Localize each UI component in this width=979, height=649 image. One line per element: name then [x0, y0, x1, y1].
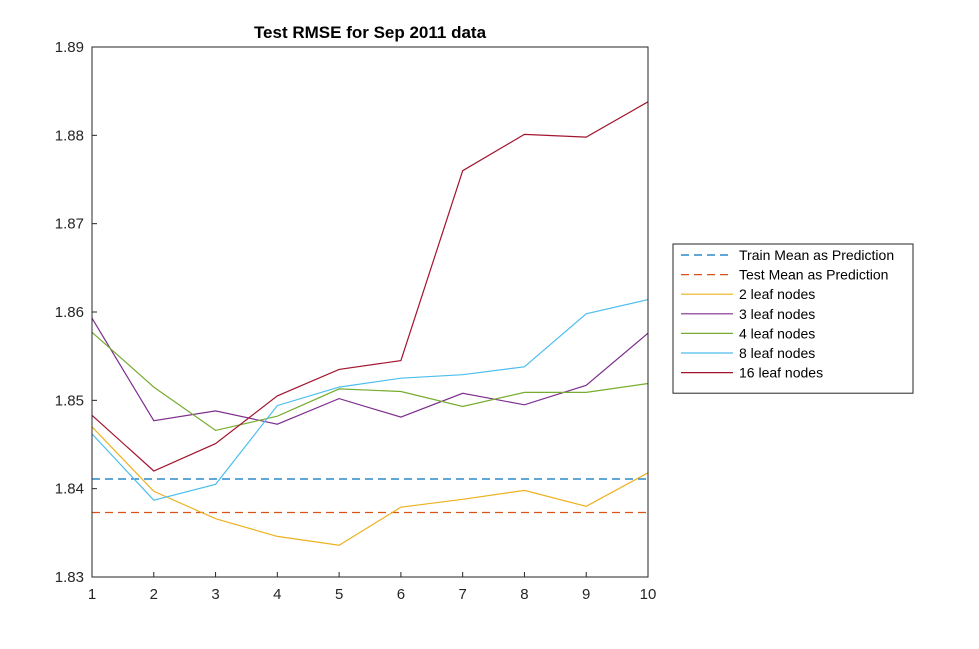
- x-tick-label: 7: [458, 586, 466, 603]
- y-tick-label: 1.84: [55, 481, 84, 498]
- x-tick-label: 9: [582, 586, 590, 603]
- x-tick-label: 2: [150, 586, 158, 603]
- legend-label-6: 16 leaf nodes: [739, 365, 823, 381]
- legend-label-3: 3 leaf nodes: [739, 306, 815, 322]
- x-tick-label: 3: [211, 586, 219, 603]
- legend-label-0: Train Mean as Prediction: [739, 247, 894, 263]
- y-tick-label: 1.83: [55, 569, 84, 586]
- legend-label-5: 8 leaf nodes: [739, 345, 815, 361]
- y-tick-label: 1.86: [55, 304, 84, 321]
- legend-label-4: 4 leaf nodes: [739, 325, 815, 341]
- series-line-5: [91, 299, 649, 501]
- x-tick-label: 1: [88, 586, 96, 603]
- legend: Train Mean as Prediction Test Mean as Pre…: [672, 243, 914, 394]
- x-tick-label: 10: [640, 586, 657, 603]
- x-tick-label: 8: [520, 586, 528, 603]
- y-tick-label: 1.89: [55, 39, 84, 56]
- x-tick-label: 4: [273, 586, 281, 603]
- y-tick-label: 1.87: [55, 216, 84, 233]
- series-line-6: [91, 101, 649, 472]
- series-line-2: [91, 426, 649, 546]
- series-line-4: [91, 331, 649, 432]
- chart-title: Test RMSE for Sep 2011 data: [254, 23, 487, 42]
- legend-label-1: Test Mean as Prediction: [739, 267, 888, 283]
- x-tick-label: 5: [335, 586, 343, 603]
- series-layer: [91, 101, 649, 546]
- y-tick-label: 1.85: [55, 392, 84, 409]
- x-tick-label: 6: [397, 586, 405, 603]
- axis-layer: 1 2 3 4 5 6 7 8 9 10 1.83 1.84 1.85 1.86 1.87 1.88 1.89: [55, 39, 657, 603]
- y-tick-label: 1.88: [55, 127, 84, 144]
- legend-label-2: 2 leaf nodes: [739, 286, 815, 302]
- legend-box: [672, 243, 914, 394]
- plot-area-frame: [91, 46, 649, 578]
- series-line-3: [91, 317, 649, 425]
